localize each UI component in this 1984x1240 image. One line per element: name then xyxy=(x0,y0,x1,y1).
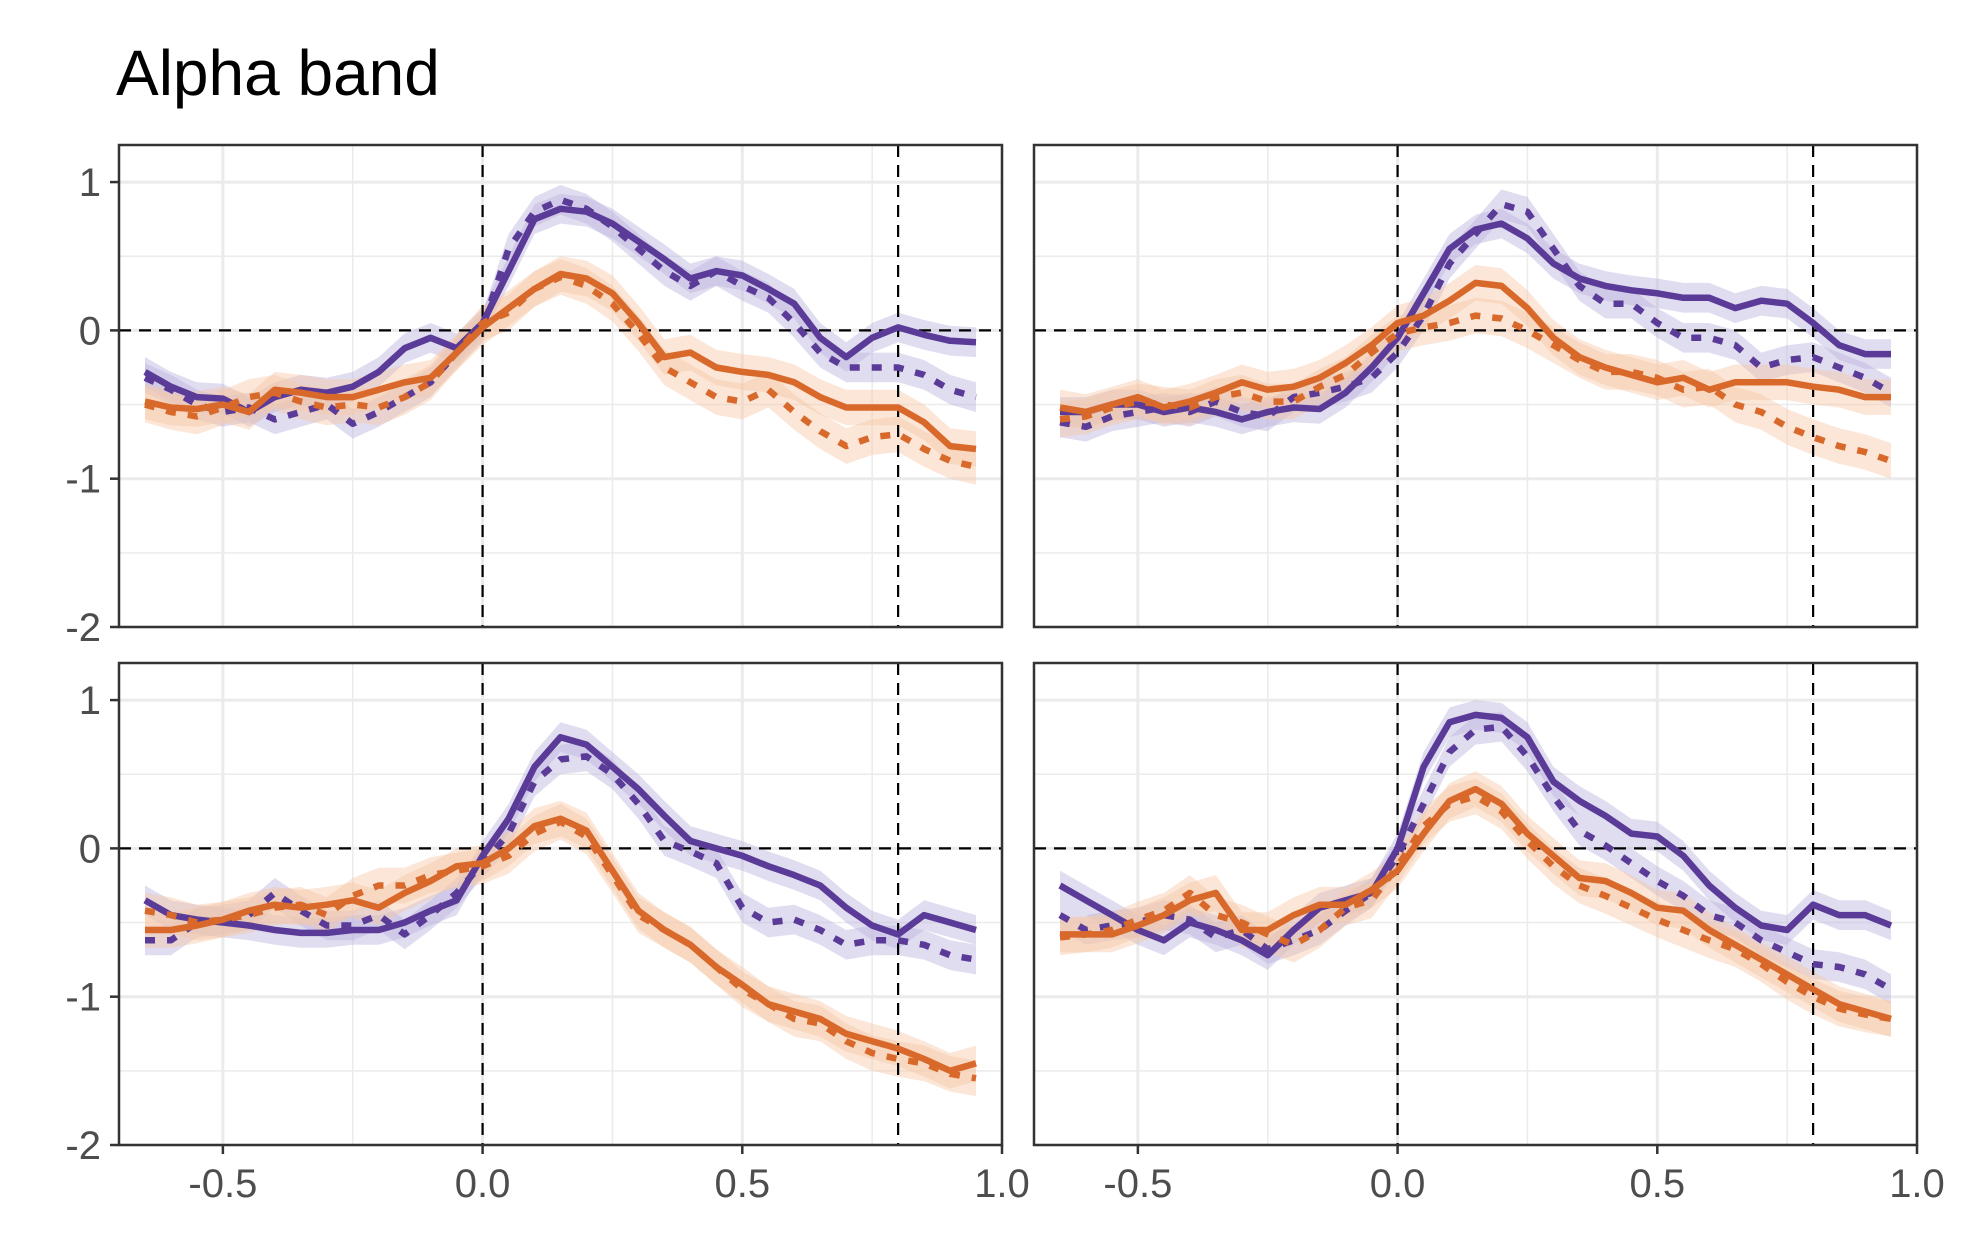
y-tick-label: -2 xyxy=(65,1124,101,1168)
ribbon-purple-dotted xyxy=(1060,711,1891,1005)
series-line-purple-solid xyxy=(143,205,977,416)
ribbon-orange-dotted xyxy=(145,803,976,1097)
x-tick-label: -0.5 xyxy=(188,1162,257,1206)
panel-bottom-left: -2 -1 0 1 -0.5 0.0 0.5 1.0 xyxy=(65,661,1030,1206)
x-tick-label: 0.0 xyxy=(1370,1162,1426,1206)
series-line-orange-solid xyxy=(1059,279,1891,416)
panel-frame xyxy=(117,661,1004,1147)
y-tick-label: 1 xyxy=(79,679,101,723)
y-tick-label: 0 xyxy=(79,309,101,353)
x-tick-label: 0.0 xyxy=(455,1162,511,1206)
figure-title: Alpha band xyxy=(116,37,440,109)
x-tick-label: -0.5 xyxy=(1103,1162,1172,1206)
ribbon-purple-dotted xyxy=(1060,189,1891,442)
series-line-purple-solid xyxy=(1058,711,1893,959)
ribbon-orange-solid xyxy=(145,256,976,467)
series-line-purple-dotted xyxy=(145,753,977,963)
x-tick-label: 1.0 xyxy=(1889,1162,1945,1206)
y-tick-label: 0 xyxy=(79,827,101,871)
panel-top-right xyxy=(1032,143,1919,629)
series-line-purple-solid xyxy=(143,733,977,938)
series-line-orange-dotted xyxy=(1059,312,1893,464)
panel-top-left: -2 -1 0 1 xyxy=(65,143,1004,650)
series-line-orange-dotted xyxy=(144,818,977,1082)
ribbon-purple-solid xyxy=(145,722,976,950)
series-line-orange-solid xyxy=(1060,785,1892,1023)
ribbon-purple-dotted xyxy=(145,741,976,975)
y-tick-label: -2 xyxy=(65,606,101,650)
series-line-purple-dotted xyxy=(1059,201,1893,431)
ribbon-purple-solid xyxy=(1060,700,1891,970)
y-tick-label: -1 xyxy=(65,458,101,502)
y-tick-label: 1 xyxy=(79,161,101,205)
panel-frame xyxy=(1032,661,1919,1147)
ribbon-purple-solid xyxy=(1060,208,1891,435)
y-tick-label: -1 xyxy=(65,976,101,1020)
ribbon-orange-solid xyxy=(145,800,976,1089)
panel-frame xyxy=(117,143,1004,629)
x-tick-label: 0.5 xyxy=(714,1162,770,1206)
series-line-purple-dotted xyxy=(143,196,977,428)
panel-frame xyxy=(1032,143,1919,629)
series-line-orange-dotted xyxy=(144,273,977,470)
x-tick-label: 0.5 xyxy=(1629,1162,1685,1206)
panel-bottom-right: -0.5 0.0 0.5 1.0 xyxy=(1032,661,1945,1206)
x-tick-label: 1.0 xyxy=(974,1162,1030,1206)
